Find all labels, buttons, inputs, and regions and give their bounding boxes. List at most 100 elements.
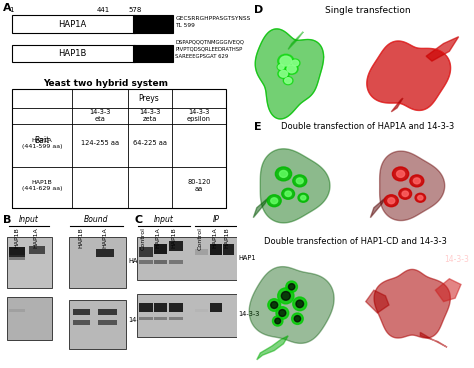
Circle shape xyxy=(296,300,303,308)
Bar xyxy=(154,317,167,320)
Text: Input: Input xyxy=(154,215,174,224)
Polygon shape xyxy=(420,332,447,347)
Circle shape xyxy=(298,193,309,202)
Circle shape xyxy=(268,299,281,311)
Polygon shape xyxy=(367,41,451,110)
Bar xyxy=(139,317,153,320)
Circle shape xyxy=(293,175,307,187)
Circle shape xyxy=(292,313,303,325)
Text: Preys: Preys xyxy=(138,94,159,103)
Circle shape xyxy=(278,54,294,68)
Text: HAP1A: HAP1A xyxy=(102,227,107,248)
Bar xyxy=(7,297,52,340)
Circle shape xyxy=(293,297,307,311)
Polygon shape xyxy=(257,336,288,360)
Circle shape xyxy=(388,198,395,204)
Text: Control: Control xyxy=(197,227,202,250)
Bar xyxy=(133,45,173,62)
Bar xyxy=(195,309,208,312)
Circle shape xyxy=(267,195,281,207)
Bar xyxy=(139,303,153,312)
Text: DSPAPQQQTNMGGGIVEQQ
PIVPTQDSQRLEEDRATHSP
SAREEEGPSGAT 629: DSPAPQQQTNMGGGIVEQQ PIVPTQDSQRLEEDRATHSP… xyxy=(175,40,244,59)
Text: 14-3-3
zeta: 14-3-3 zeta xyxy=(139,109,161,123)
Text: B: B xyxy=(3,215,11,225)
Circle shape xyxy=(285,191,292,197)
Circle shape xyxy=(384,195,398,207)
Bar xyxy=(154,244,167,254)
Circle shape xyxy=(418,195,423,200)
Text: HAP1B: HAP1B xyxy=(58,49,86,58)
Circle shape xyxy=(296,178,303,184)
Circle shape xyxy=(294,315,301,322)
Circle shape xyxy=(286,281,298,293)
Bar xyxy=(210,244,222,255)
Bar xyxy=(7,237,52,288)
Circle shape xyxy=(410,175,424,187)
Bar xyxy=(195,249,208,255)
Text: IP: IP xyxy=(213,215,219,224)
Bar xyxy=(169,317,183,320)
Text: HAP1A: HAP1A xyxy=(155,227,161,248)
Text: 14-3-3
epsilon: 14-3-3 epsilon xyxy=(187,109,211,123)
Circle shape xyxy=(277,64,285,70)
Circle shape xyxy=(413,178,420,184)
Circle shape xyxy=(271,301,278,308)
Bar xyxy=(73,320,90,325)
Bar xyxy=(96,249,114,257)
Text: Bound: Bound xyxy=(83,215,108,224)
Circle shape xyxy=(280,70,288,77)
Text: A: A xyxy=(3,3,11,13)
Bar xyxy=(169,260,183,265)
Bar xyxy=(98,309,117,315)
Circle shape xyxy=(276,307,289,319)
Bar xyxy=(137,294,237,337)
Text: Control: Control xyxy=(141,227,146,250)
Text: 64-225 aa: 64-225 aa xyxy=(133,141,167,146)
Circle shape xyxy=(397,170,405,177)
Circle shape xyxy=(280,170,288,177)
Bar xyxy=(154,260,167,265)
Bar xyxy=(29,246,45,254)
Text: HAP1A
(441-599 aa): HAP1A (441-599 aa) xyxy=(21,138,62,149)
Circle shape xyxy=(280,56,292,66)
Bar xyxy=(137,237,237,280)
Circle shape xyxy=(402,191,409,197)
Text: 80-120
aa: 80-120 aa xyxy=(187,179,210,192)
Circle shape xyxy=(287,65,296,73)
Circle shape xyxy=(290,59,300,67)
Circle shape xyxy=(282,188,294,199)
Circle shape xyxy=(399,188,411,199)
Circle shape xyxy=(285,63,298,74)
Circle shape xyxy=(415,193,426,202)
Circle shape xyxy=(392,167,409,181)
Text: HAP1B
(441-629 aa): HAP1B (441-629 aa) xyxy=(21,180,62,191)
Bar xyxy=(12,45,136,62)
Text: 578: 578 xyxy=(128,7,142,14)
Circle shape xyxy=(301,195,306,200)
Polygon shape xyxy=(426,37,459,61)
Text: HAP1: HAP1 xyxy=(129,258,146,263)
Circle shape xyxy=(285,78,292,84)
Bar xyxy=(169,241,183,251)
Bar xyxy=(133,15,173,33)
Text: D: D xyxy=(254,5,263,15)
Bar xyxy=(9,255,25,260)
Text: 14-3-3: 14-3-3 xyxy=(238,311,259,317)
Bar xyxy=(69,237,126,288)
Polygon shape xyxy=(436,279,461,302)
Text: HAP1-CD: HAP1-CD xyxy=(318,255,352,264)
Polygon shape xyxy=(249,267,334,343)
Text: HAP1B: HAP1B xyxy=(171,227,176,248)
Text: HAP1B: HAP1B xyxy=(225,227,229,248)
Circle shape xyxy=(279,309,286,316)
Circle shape xyxy=(273,316,283,326)
Polygon shape xyxy=(391,98,403,112)
Text: 14-3-3
eta: 14-3-3 eta xyxy=(89,109,110,123)
Bar xyxy=(223,244,234,255)
Circle shape xyxy=(282,291,290,300)
Text: E: E xyxy=(254,122,261,132)
Bar xyxy=(73,309,90,315)
Text: Single transfection: Single transfection xyxy=(325,6,410,15)
Polygon shape xyxy=(253,198,268,217)
Text: HAP1B: HAP1B xyxy=(15,227,19,248)
